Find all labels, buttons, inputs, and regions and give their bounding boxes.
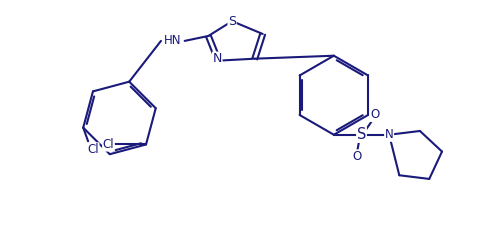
Text: N: N <box>385 128 394 141</box>
Text: O: O <box>371 109 380 121</box>
Text: S: S <box>357 127 366 142</box>
Text: N: N <box>213 52 222 65</box>
Text: O: O <box>352 150 361 163</box>
Text: Cl: Cl <box>103 138 114 151</box>
Text: HN: HN <box>164 35 182 47</box>
Text: S: S <box>228 15 236 28</box>
Text: Cl: Cl <box>87 143 99 156</box>
